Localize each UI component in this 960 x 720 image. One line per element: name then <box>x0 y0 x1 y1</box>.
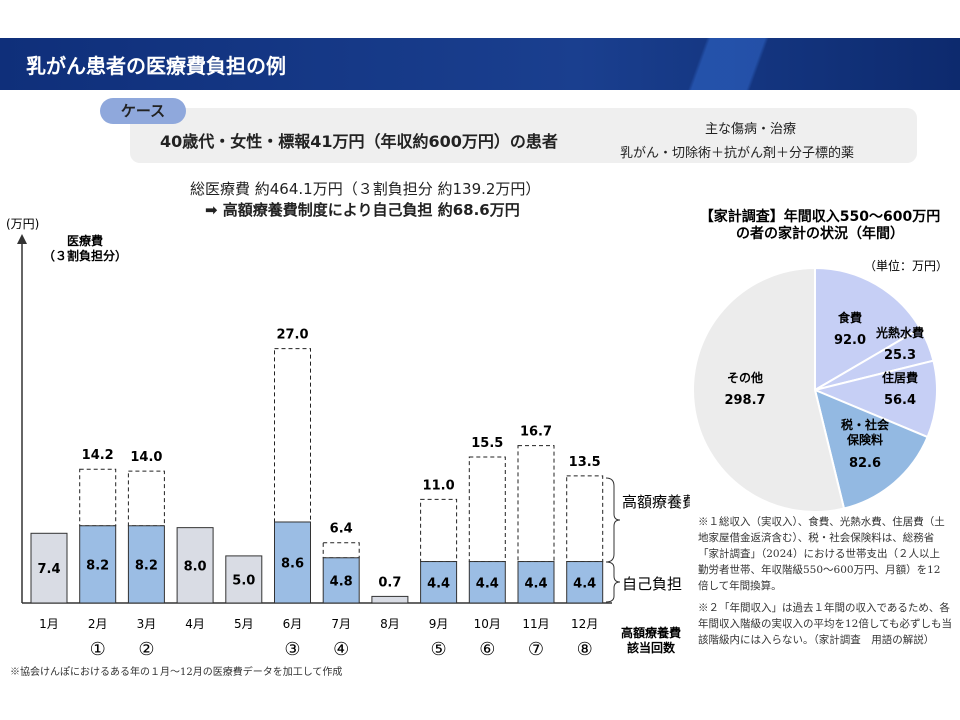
pie-slice-5 <box>692 266 846 513</box>
high-cost-bar-9 <box>420 498 458 563</box>
self-pay-label-7: 4.8 <box>330 574 353 589</box>
page-title: 乳がん患者の医療費負担の例 <box>26 54 286 78</box>
month-label-12: 12月 <box>571 617 598 631</box>
pie-value-4: 82.6 <box>849 456 881 471</box>
high-cost-bar-12 <box>566 475 604 563</box>
dashed-brace <box>605 477 621 563</box>
count-label-2: ① <box>90 639 106 660</box>
self-pay-label-3: 8.2 <box>135 558 158 573</box>
self-pay-label-12: 4.4 <box>573 576 596 591</box>
count-label-6: ③ <box>284 639 300 660</box>
self-pay-bar-10 <box>468 561 506 604</box>
pie-slice-1 <box>814 266 922 392</box>
self-pay-label-4: 8.0 <box>184 559 207 574</box>
pie-label-2: 光熱水費 <box>875 325 924 340</box>
source-note: ※協会けんぽにおけるある年の１月～12月の医療費データを加工して作成 <box>10 667 343 678</box>
month-label-4: 4月 <box>185 617 205 631</box>
count-label-7: ④ <box>333 639 349 660</box>
month-label-2: 2月 <box>88 617 108 631</box>
self-pay-bar-8 <box>371 595 409 604</box>
pie-value-3: 56.4 <box>884 393 916 408</box>
high-cost-bar-7 <box>322 542 360 559</box>
self-pay-bar-7 <box>322 557 360 604</box>
self-pay-label-10: 4.4 <box>476 576 499 591</box>
high-cost-bar-6 <box>274 348 311 523</box>
self-pay-bar-9 <box>420 561 458 604</box>
legend-high-cost: 高額療養費 <box>622 493 690 511</box>
pie-label-5: その他 <box>727 370 763 385</box>
legend-self-pay: 自己負担 <box>622 575 682 593</box>
y-axis-label: (万円) <box>6 217 39 231</box>
pie-title: 【家計調査】年間収入550～600万円の者の家計の状況（年間） <box>700 208 940 242</box>
self-pay-bar-4 <box>176 527 214 604</box>
pie-label-3: 住居費 <box>882 370 918 385</box>
total-label-10: 15.5 <box>471 436 503 451</box>
patient-info: 40歳代・女性・標報41万円（年収約600万円）の患者 <box>160 132 558 151</box>
month-label-7: 7月 <box>331 617 351 631</box>
pie-label-4: 税・社会保険料 <box>841 417 890 447</box>
legend-count: 高額療養費該当回数 <box>621 625 681 655</box>
note-2: ※２「年間収入」は過去１年間の収入であるため、各年間収入階級の実収入の平均を12… <box>698 602 953 646</box>
high-cost-bar-2 <box>79 468 117 527</box>
pie-slice-3 <box>811 359 938 439</box>
total-label-9: 11.0 <box>423 478 455 493</box>
count-label-9: ⑤ <box>431 639 447 660</box>
disease: 乳がん・切除術＋抗がん剤＋分子標的薬 <box>620 146 855 161</box>
month-label-6: 6月 <box>283 617 303 631</box>
count-label-12: ⑧ <box>577 639 593 660</box>
count-label-10: ⑥ <box>479 639 495 660</box>
self-pay-label-11: 4.4 <box>524 576 547 591</box>
self-pay-bar-2 <box>79 525 117 604</box>
count-label-11: ⑦ <box>528 639 544 660</box>
month-label-8: 8月 <box>380 617 400 631</box>
count-label-3: ② <box>138 639 154 660</box>
case-tag: ケース <box>100 98 186 124</box>
self-pay-label-5: 5.0 <box>232 573 255 588</box>
self-pay-label-9: 4.4 <box>427 576 450 591</box>
header-decoration <box>590 38 960 90</box>
pie-label-1: 食費 <box>837 310 862 325</box>
high-cost-bar-3 <box>127 470 165 527</box>
self-pay-bar-11 <box>517 561 555 604</box>
self-pay-label-8: 0.7 <box>378 575 401 590</box>
self-pay-label-2: 8.2 <box>86 558 109 573</box>
bar-chart: (万円) 医療費（３割負担分） 7.4 1月 14.2 8.2 2月 ① 14.0 8.2 3月 ② 8… <box>6 217 690 660</box>
pie-value-1: 92.0 <box>834 333 866 348</box>
pie-slice-4 <box>813 388 929 510</box>
case-box: 40歳代・女性・標報41万円（年収約600万円）の患者 主な傷病・治療 乳がん・… <box>130 108 917 163</box>
high-cost-bar-10 <box>468 456 506 563</box>
month-label-5: 5月 <box>234 617 254 631</box>
pie-unit: （単位：万円） <box>864 258 948 273</box>
self-pay-label-6: 8.6 <box>281 556 304 571</box>
total-label-7: 6.4 <box>330 522 353 537</box>
self-pay-bar-3 <box>127 525 165 604</box>
month-label-9: 9月 <box>429 617 449 631</box>
self-pay-bar-1 <box>30 532 68 604</box>
pie-value-5: 298.7 <box>724 393 765 408</box>
high-cost-bar-11 <box>517 445 555 563</box>
pie-value-2: 25.3 <box>884 348 916 363</box>
month-label-3: 3月 <box>137 617 157 631</box>
total-label-6: 27.0 <box>276 328 308 343</box>
summary-total: 総医療費 約464.1万円（３割負担分 約139.2万円） <box>190 180 541 198</box>
disease-label: 主な傷病・治療 <box>705 122 797 137</box>
self-pay-bar-12 <box>566 561 604 604</box>
series-label: 医療費（３割負担分） <box>43 233 127 263</box>
total-label-2: 14.2 <box>82 448 114 463</box>
month-label-11: 11月 <box>522 617 549 631</box>
note-1: ※１総収入（実収入）、食費、光熱水費、住居費（土地家屋借金返済含む）、税・社会保… <box>698 516 945 592</box>
self-pay-bar-5 <box>225 555 263 604</box>
self-pay-bar-6 <box>274 521 311 604</box>
total-label-11: 16.7 <box>520 425 552 440</box>
y-axis-arrow <box>17 234 27 244</box>
total-label-12: 13.5 <box>569 455 601 470</box>
self-pay-label-1: 7.4 <box>37 562 60 577</box>
total-label-3: 14.0 <box>130 450 162 465</box>
solid-brace <box>605 561 621 603</box>
pie-chart: 【家計調査】年間収入550～600万円の者の家計の状況（年間） （単位：万円） 食費… <box>692 208 948 513</box>
month-label-1: 1月 <box>39 617 59 631</box>
month-label-10: 10月 <box>474 617 501 631</box>
summary-self-pay: ➡ 高額療養費制度により自己負担 約68.6万円 <box>205 201 520 219</box>
